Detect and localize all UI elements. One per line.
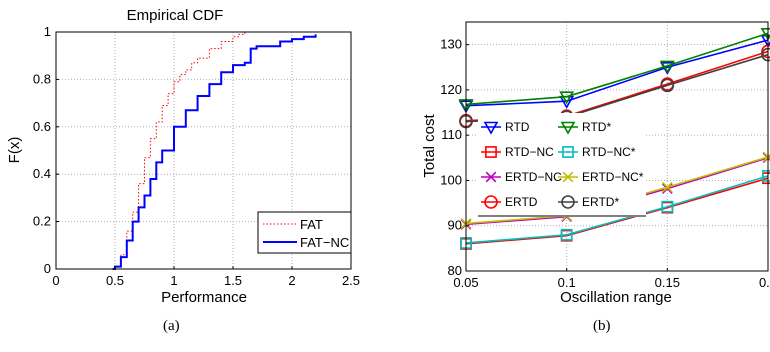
legend-swatch-marker (562, 146, 574, 158)
legend-label-fat: FAT (300, 217, 323, 232)
legend-swatch-marker (561, 195, 575, 209)
data-point-5-2 (661, 181, 673, 193)
data-point-3-1 (560, 228, 573, 241)
legend-label: ERTD* (582, 195, 619, 209)
y-tick-label: 100 (440, 172, 462, 187)
series-line-3 (465, 175, 769, 244)
x-tick-label: 0.15 (655, 275, 680, 290)
legend-label-fat-nc: FAT−NC (300, 235, 349, 250)
x-axis-label: Oscillation range (560, 289, 672, 306)
y-tick-label: 120 (440, 82, 462, 97)
x-tick-label: 0.5 (106, 273, 124, 288)
data-point-1-2 (659, 60, 675, 74)
x-tick-label: 0.2 (759, 275, 770, 290)
series-lines (109, 31, 317, 270)
axis-ticks: 0 0.5 1 1.5 2 2.5 0 0.2 0.4 0.6 0.8 1 (33, 24, 360, 288)
caption-b: (b) (593, 318, 611, 334)
x-tick-label: 2.5 (342, 273, 360, 288)
axis-ticks: 0.05 0.1 0.15 0.2 80 90 100 110 120 130 (440, 37, 770, 290)
series-line-0 (465, 39, 769, 107)
cdf-line-fat (109, 31, 257, 270)
y-tick-label: 0.8 (33, 71, 51, 86)
legend-label: RTD* (582, 120, 611, 134)
x-tick-label: 0.05 (453, 275, 478, 290)
series-line-1 (465, 32, 769, 106)
cdf-line-fat-nc (112, 34, 317, 270)
plot-frame (465, 21, 769, 272)
legend-swatch-marker (483, 121, 499, 135)
x-axis-label: Performance (161, 289, 247, 306)
legend-label: RTD−NC* (582, 145, 636, 159)
x-tick-label: 1.5 (224, 273, 242, 288)
legend-label: RTD−NC (505, 145, 554, 159)
legend: RTD RTD* RTD−NC RTD−NC* ERTD−NC ERTD−NC* ERTD E… (478, 113, 646, 217)
y-tick-label: 0 (44, 261, 51, 276)
legend-swatch-marker (562, 171, 574, 183)
data-point-4-2 (661, 183, 673, 194)
caption-a: (a) (163, 318, 180, 334)
x-tick-label: 2 (288, 273, 295, 288)
legend-swatch-marker (484, 195, 498, 209)
legend-swatch-marker (485, 171, 497, 183)
legend-box (257, 211, 352, 254)
y-tick-label: 80 (448, 263, 462, 278)
legend-label: ERTD (505, 195, 538, 209)
series-line-2 (465, 177, 769, 245)
y-tick-label: 0.2 (33, 214, 51, 229)
legend: FAT FAT−NC (257, 211, 352, 254)
x-tick-label: 1 (170, 273, 177, 288)
y-axis-label: F(x) (6, 137, 23, 164)
legend-label: ERTD−NC* (582, 170, 644, 184)
chart-title: Empirical CDF (127, 7, 224, 24)
legend-label: RTD (505, 120, 530, 134)
data-point-3-2 (661, 200, 674, 213)
y-tick-label: 130 (440, 37, 462, 52)
cdf-panel: Empirical CDF 0 0.5 1 1.5 2 2.5 0 0.2 0.4 0.6 0.8 1… (6, 7, 360, 306)
data-point-7-2 (660, 78, 675, 93)
y-tick-label: 0.6 (33, 119, 51, 134)
y-tick-label: 110 (441, 127, 462, 142)
y-tick-label: 90 (448, 218, 462, 233)
legend-swatch-marker (560, 121, 576, 135)
data-point-1-1 (559, 91, 575, 105)
y-tick-label: 1 (44, 24, 51, 39)
legend-swatch-marker (485, 146, 497, 158)
cost-panel: 0.05 0.1 0.15 0.2 80 90 100 110 120 130 Oscillati… (421, 21, 770, 306)
legend-label: ERTD−NC (505, 170, 562, 184)
x-tick-label: 0 (52, 273, 59, 288)
y-tick-label: 0.4 (33, 166, 51, 181)
x-tick-label: 0.1 (558, 275, 576, 290)
y-axis-label: Total cost (421, 113, 438, 177)
plot-frame (55, 31, 352, 270)
